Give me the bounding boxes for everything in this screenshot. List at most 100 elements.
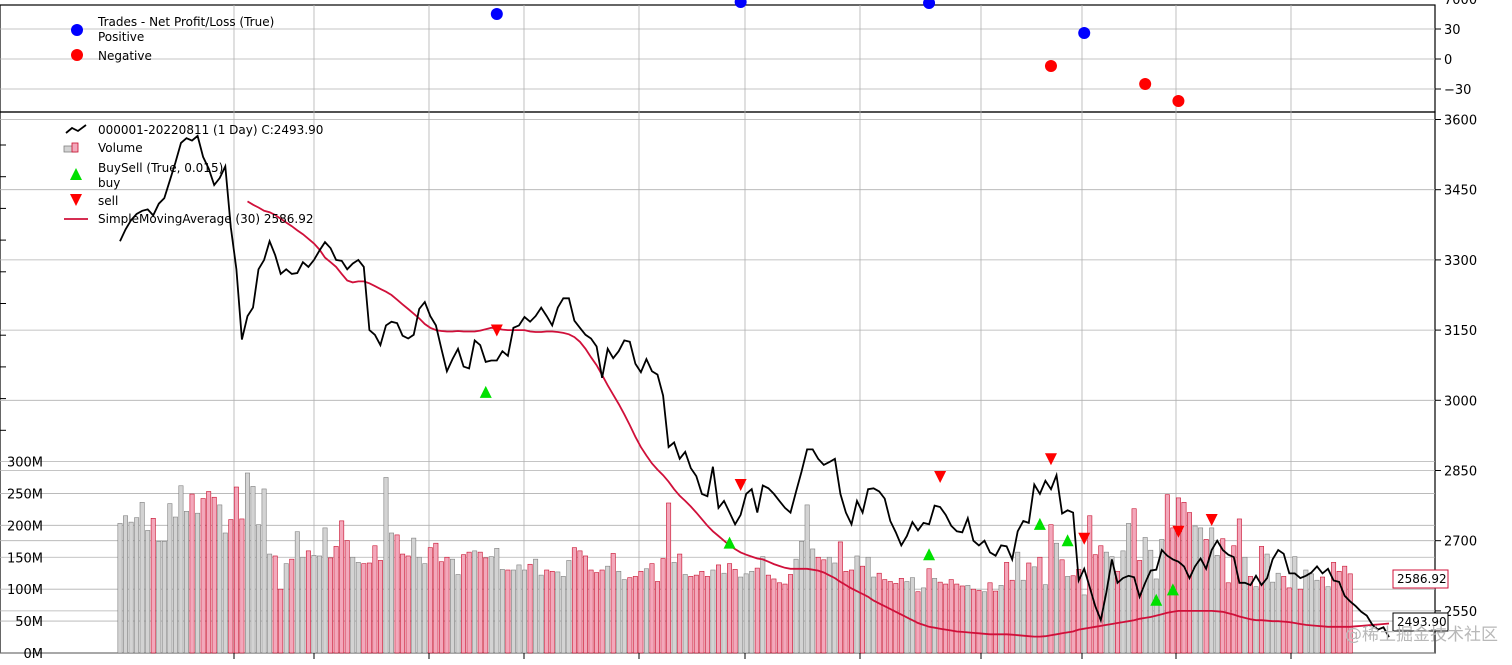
volume-bar xyxy=(1320,576,1325,654)
volume-bar xyxy=(211,496,217,654)
buy-marker xyxy=(1033,517,1046,530)
pnl-partial-tick-label: 7000 xyxy=(1444,0,1477,8)
volume-bar xyxy=(843,570,849,654)
volume-bar xyxy=(433,542,439,654)
volume-tick-label: 0M xyxy=(24,647,44,661)
volume-bar xyxy=(184,510,189,654)
volume-bar xyxy=(1181,502,1187,654)
volume-bar xyxy=(682,574,688,654)
top-legend: Trades - Net Profit/Loss (True) Positive… xyxy=(71,15,274,63)
volume-bar xyxy=(222,532,228,654)
volume-bar xyxy=(139,502,145,654)
volume-bar xyxy=(821,559,827,654)
volume-bar xyxy=(804,504,810,654)
volume-bar xyxy=(909,577,915,654)
sell-marker xyxy=(1205,514,1218,527)
volume-bar xyxy=(1120,550,1126,654)
volume-bar xyxy=(1325,586,1331,654)
volume-legend-label: Volume xyxy=(98,141,143,155)
volume-bar xyxy=(123,515,129,654)
positive-legend-label: Positive xyxy=(98,30,144,44)
sell-marker xyxy=(1044,453,1057,466)
volume-bar xyxy=(416,556,422,654)
volume-bar xyxy=(549,570,555,654)
volume-bar xyxy=(178,485,184,654)
volume-bar xyxy=(987,582,993,654)
last-price-value: 2493.90 xyxy=(1397,615,1447,629)
volume-bar xyxy=(594,572,600,654)
volume-bar xyxy=(1308,573,1314,654)
volume-tick-label: 50M xyxy=(15,615,43,630)
volume-bar xyxy=(571,547,577,654)
volume-bar xyxy=(655,581,660,654)
volume-bar xyxy=(743,573,749,654)
buysell-legend-label: BuySell (True, 0.015) xyxy=(98,161,223,175)
volume-bar xyxy=(1148,549,1154,654)
volume-bar xyxy=(1214,555,1220,654)
volume-bar xyxy=(632,576,638,654)
volume-bar xyxy=(267,553,273,654)
volume-bar xyxy=(921,587,926,654)
volume-bar xyxy=(1270,581,1276,654)
volume-bar xyxy=(688,576,694,654)
volume-bar xyxy=(826,556,832,654)
volume-bar xyxy=(1342,565,1348,654)
volume-bar xyxy=(461,554,467,654)
volume-bar xyxy=(300,556,306,654)
volume-bar xyxy=(494,548,500,654)
volume-bar xyxy=(333,546,339,654)
volume-bar xyxy=(1004,562,1010,654)
volume-bar xyxy=(377,560,383,654)
volume-bar xyxy=(1054,542,1059,654)
volume-bar xyxy=(117,523,123,654)
marker-layer xyxy=(479,324,1218,606)
volume-bar xyxy=(278,588,284,654)
last-sma-box: 2586.92 xyxy=(1392,569,1449,589)
volume-bar xyxy=(538,574,544,654)
last-sma-box-frame xyxy=(1392,569,1449,589)
volume-bar xyxy=(754,567,760,654)
volume-bar xyxy=(749,570,755,654)
volume-bar xyxy=(322,527,328,654)
sell-marker xyxy=(1172,525,1185,538)
volume-tick-label: 200M xyxy=(7,519,43,534)
volume-bar xyxy=(156,540,162,654)
volume-bar xyxy=(244,472,250,654)
volume-bar xyxy=(1242,556,1248,654)
volume-bar xyxy=(1065,576,1071,654)
price-tick-label: 2700 xyxy=(1444,535,1477,550)
volume-bar xyxy=(555,571,561,654)
price-legend-label: 000001-20220811 (1 Day) C:2493.90 xyxy=(98,123,323,137)
volume-bar xyxy=(1220,538,1226,654)
main-legend: 000001-20220811 (1 Day) C:2493.90 Volume… xyxy=(63,123,323,226)
volume-bar xyxy=(727,563,733,654)
volume-bar xyxy=(627,577,633,654)
volume-bar xyxy=(810,548,816,654)
volume-bar xyxy=(560,576,566,654)
volume-bar xyxy=(1286,587,1292,654)
volume-bar xyxy=(1336,570,1342,654)
volume-bar xyxy=(228,519,234,654)
volume-bar xyxy=(583,555,588,654)
sell-marker xyxy=(490,324,503,337)
volume-bar xyxy=(760,556,766,654)
volume-bar xyxy=(948,579,954,654)
negative-legend-label: Negative xyxy=(98,49,152,63)
sma-legend-label: SimpleMovingAverage (30) 2586.92 xyxy=(98,212,314,226)
volume-bar xyxy=(649,563,655,654)
volume-bar xyxy=(1347,573,1353,654)
volume-bar xyxy=(771,578,777,654)
volume-bar xyxy=(1015,551,1021,654)
volume-bar xyxy=(699,570,705,654)
volume-bar xyxy=(765,574,771,654)
volume-bar xyxy=(1198,527,1204,654)
buy-marker xyxy=(1166,583,1179,596)
volume-bar xyxy=(477,551,483,654)
volume-bar xyxy=(1042,584,1048,654)
volume-bar xyxy=(893,583,899,654)
volume-bar xyxy=(283,563,289,654)
positive-legend-marker xyxy=(71,24,83,36)
volume-bar xyxy=(344,540,350,654)
price-tick-label: 3600 xyxy=(1444,114,1477,129)
trade-layer xyxy=(490,0,1185,107)
